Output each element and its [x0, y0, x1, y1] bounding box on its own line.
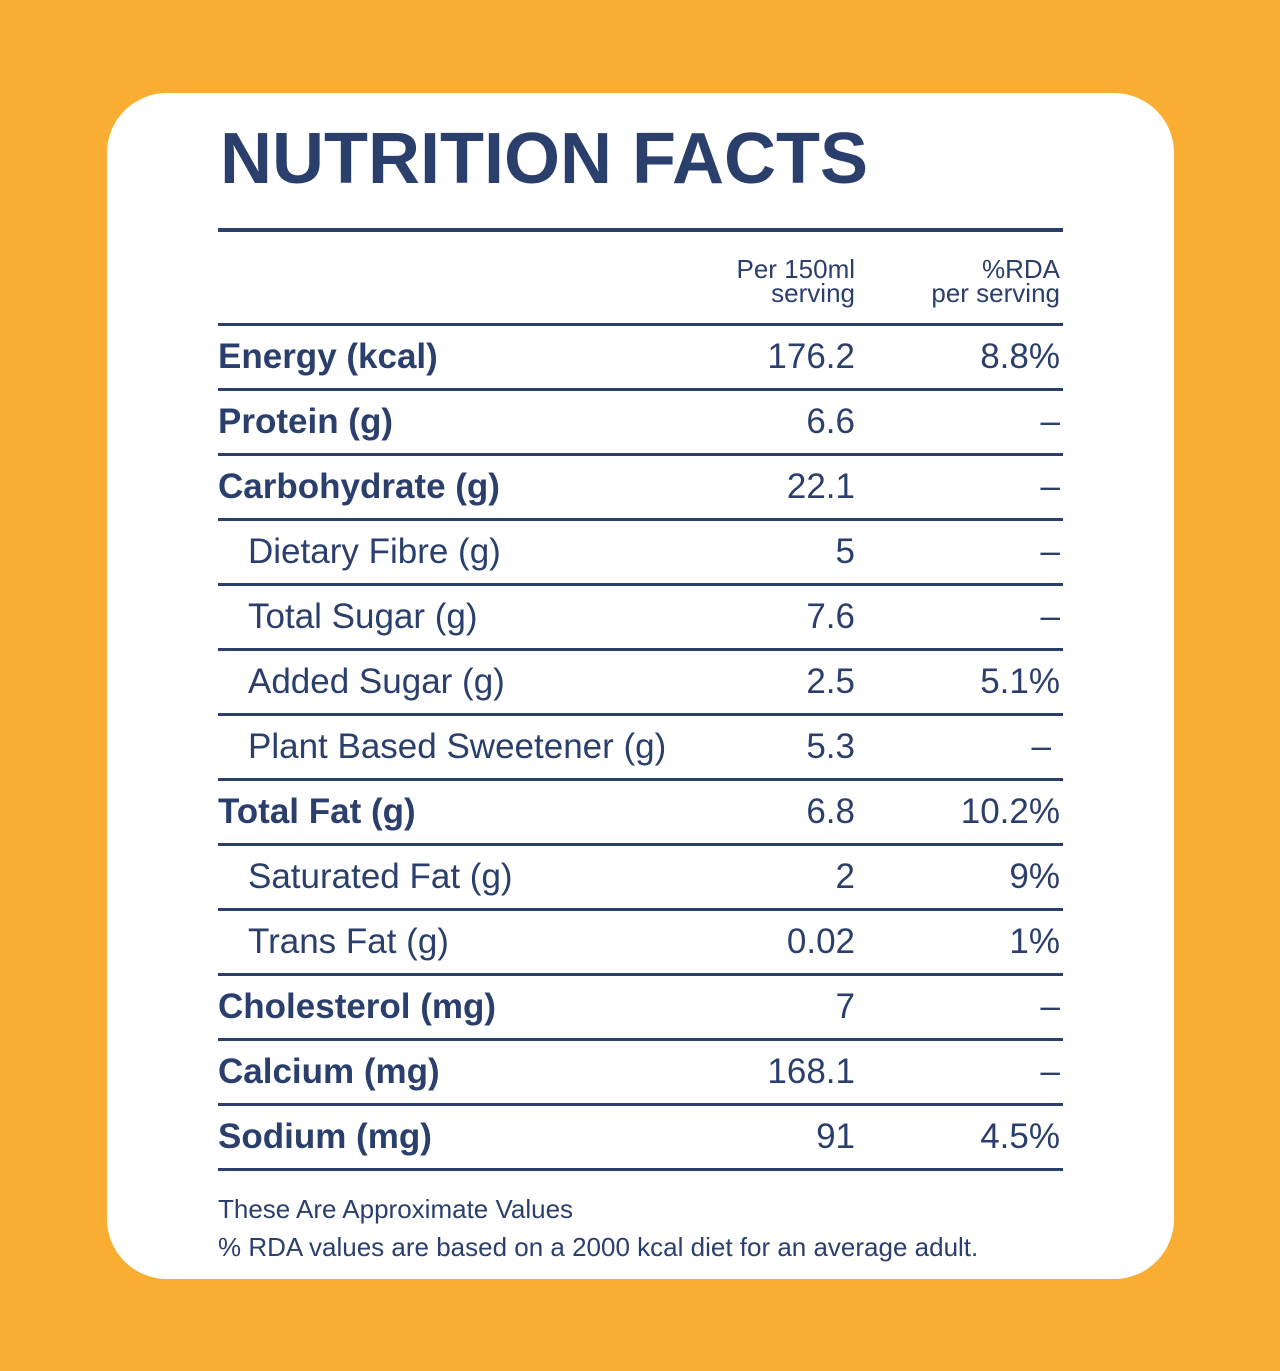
nutrient-value: 5	[835, 532, 855, 571]
table-row: Cholesterol (mg) 7 –	[218, 976, 1063, 1041]
nutrient-rda: 9%	[1009, 857, 1060, 896]
nutrient-name: Added Sugar (g)	[248, 662, 505, 701]
nutrient-value: 6.6	[806, 402, 855, 441]
nutrition-table: Per 150ml serving %RDA per serving Energ…	[218, 228, 1063, 1171]
nutrient-rda: –	[1040, 987, 1060, 1026]
table-row: Calcium (mg) 168.1 –	[218, 1041, 1063, 1106]
table-row: Saturated Fat (g) 2 9%	[218, 846, 1063, 911]
nutrition-card: NUTRITION FACTS Per 150ml serving %RDA p…	[107, 93, 1174, 1279]
nutrient-name: Protein (g)	[218, 402, 393, 441]
table-row: Plant Based Sweetener (g) 5.3 –	[218, 716, 1063, 781]
nutrient-rda: –	[1031, 727, 1051, 766]
nutrient-value: 2.5	[806, 662, 855, 701]
nutrient-name: Cholesterol (mg)	[218, 987, 497, 1026]
footnote-approximate: These Are Approximate Values	[218, 1194, 574, 1224]
table-row: Dietary Fibre (g) 5 –	[218, 521, 1063, 586]
nutrient-name: Saturated Fat (g)	[248, 857, 513, 896]
nutrient-name: Total Fat (g)	[218, 792, 416, 831]
column-header-line: serving	[771, 278, 855, 308]
footnote-rda-basis: % RDA values are based on a 2000 kcal di…	[218, 1232, 979, 1262]
column-header-rda: %RDA per serving	[931, 254, 1060, 308]
table-row: Total Sugar (g) 7.6 –	[218, 586, 1063, 651]
nutrient-name: Plant Based Sweetener (g)	[248, 727, 667, 766]
table-row: Sodium (mg) 91 4.5%	[218, 1106, 1063, 1171]
nutrient-value: 0.02	[786, 922, 855, 961]
nutrient-value: 176.2	[767, 337, 855, 376]
nutrient-name: Calcium (mg)	[218, 1052, 440, 1091]
table-row: Total Fat (g) 6.8 10.2%	[218, 781, 1063, 846]
nutrient-value: 22.1	[786, 467, 855, 506]
nutrient-name: Carbohydrate (g)	[218, 467, 500, 506]
nutrient-name: Trans Fat (g)	[248, 922, 449, 961]
column-header-per-serving: Per 150ml serving	[736, 254, 856, 308]
column-header-line: per serving	[931, 278, 1060, 308]
nutrient-rda: 10.2%	[960, 792, 1060, 831]
column-header-line: Per 150ml	[736, 254, 856, 284]
nutrient-rda: 4.5%	[980, 1117, 1060, 1156]
nutrient-value: 168.1	[767, 1052, 855, 1091]
nutrient-value: 7	[835, 987, 855, 1026]
nutrient-value: 2	[835, 857, 855, 896]
nutrient-rda: –	[1040, 467, 1060, 506]
nutrient-rda: –	[1040, 1052, 1060, 1091]
table-row: Energy (kcal) 176.2 8.8%	[218, 326, 1063, 391]
footnotes: These Are Approximate Values % RDA value…	[218, 1190, 978, 1266]
nutrient-rda: –	[1040, 532, 1060, 571]
table-row: Added Sugar (g) 2.5 5.1%	[218, 651, 1063, 716]
nutrient-value: 7.6	[806, 597, 855, 636]
nutrient-value: 5.3	[806, 727, 855, 766]
nutrient-value: 91	[816, 1117, 855, 1156]
nutrient-value: 6.8	[806, 792, 855, 831]
nutrient-name: Total Sugar (g)	[248, 597, 478, 636]
table-row: Trans Fat (g) 0.02 1%	[218, 911, 1063, 976]
nutrient-rda: –	[1040, 402, 1060, 441]
nutrient-rda: 5.1%	[980, 662, 1060, 701]
nutrient-rda: 8.8%	[980, 337, 1060, 376]
table-row: Protein (g) 6.6 –	[218, 391, 1063, 456]
column-header-line: %RDA	[981, 254, 1060, 284]
page-title: NUTRITION FACTS	[220, 119, 868, 199]
top-divider	[218, 228, 1063, 232]
nutrient-name: Energy (kcal)	[218, 337, 438, 376]
nutrient-rda: 1%	[1009, 922, 1060, 961]
table-row: Carbohydrate (g) 22.1 –	[218, 456, 1063, 521]
nutrient-name: Sodium (mg)	[218, 1117, 432, 1156]
table-header: Per 150ml serving %RDA per serving	[218, 232, 1063, 326]
nutrient-name: Dietary Fibre (g)	[248, 532, 501, 571]
nutrient-rda: –	[1040, 597, 1060, 636]
